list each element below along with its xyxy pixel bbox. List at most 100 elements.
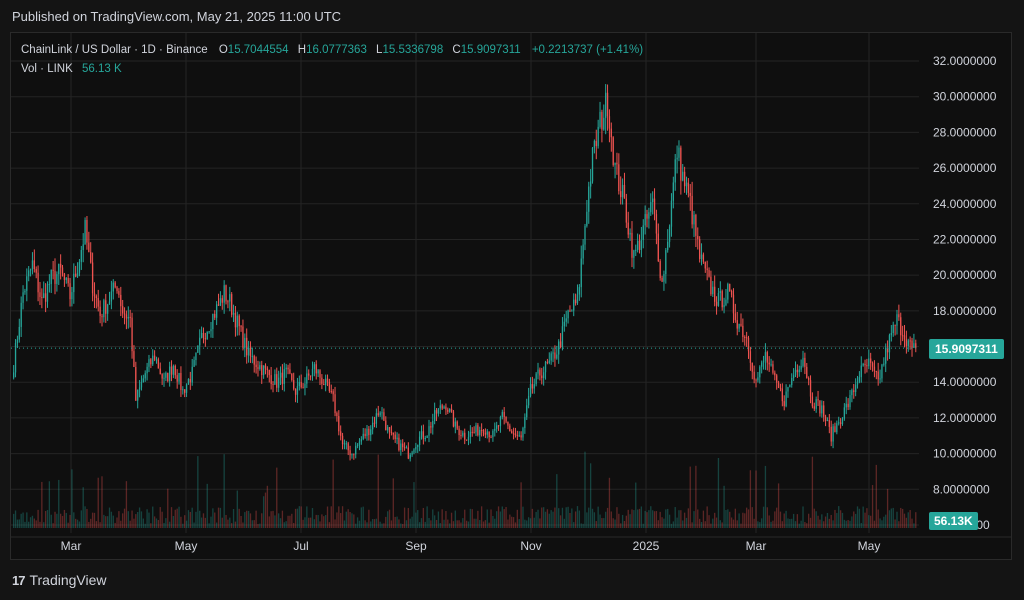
- candle-body: [28, 270, 30, 277]
- volume-bar: [50, 514, 52, 528]
- volume-bar: [405, 520, 408, 528]
- volume-bar: [853, 511, 855, 528]
- candle-body: [678, 147, 680, 158]
- candle-body: [334, 394, 336, 414]
- price-chart[interactable]: 32.0000000 30.0000000 28.0000000 26.0000000…: [11, 33, 1011, 559]
- volume-bar: [33, 518, 35, 528]
- candle-body: [843, 407, 846, 419]
- open-label: O: [218, 44, 228, 56]
- volume-bar: [330, 506, 332, 528]
- candle-body: [116, 287, 118, 292]
- volume-bar: [548, 513, 550, 528]
- volume-bar: [633, 510, 635, 528]
- volume-bar: [826, 512, 829, 528]
- candle-body: [565, 318, 567, 322]
- candle-body: [112, 282, 114, 292]
- volume-bar: [400, 523, 402, 528]
- candle-body: [841, 418, 844, 424]
- volume-label[interactable]: Vol · LINK: [21, 63, 73, 75]
- volume-bar: [76, 519, 79, 528]
- volume-bar: [497, 506, 500, 528]
- candle-body: [328, 382, 331, 392]
- volume-bar: [507, 519, 509, 528]
- volume-bar: [479, 520, 481, 528]
- chart-panel[interactable]: 32.0000000 30.0000000 28.0000000 26.0000000…: [10, 32, 1012, 560]
- candle-body: [63, 273, 66, 280]
- volume-bar: [496, 511, 498, 528]
- candle-body: [108, 301, 111, 305]
- volume-bar: [623, 520, 626, 528]
- candle-body: [657, 233, 659, 262]
- candle-body: [330, 391, 332, 393]
- volume-bar: [443, 519, 445, 528]
- tradingview-brand[interactable]: 17 TradingView: [12, 572, 107, 588]
- candle-body: [58, 263, 60, 275]
- volume-bar: [546, 509, 549, 528]
- volume-bar: [324, 515, 327, 528]
- candle-body: [56, 274, 58, 284]
- y-tick-label: 22.0000000: [933, 232, 997, 246]
- candle-body: [488, 431, 490, 438]
- candle-body: [862, 363, 864, 366]
- candle-body: [747, 337, 750, 352]
- candle-body: [114, 282, 116, 288]
- volume-bar: [670, 523, 673, 528]
- candle-body: [665, 250, 667, 275]
- candle-body: [150, 359, 152, 365]
- volume-bar: [652, 510, 654, 528]
- volume-bar: [569, 512, 571, 528]
- candle-body: [61, 267, 64, 274]
- volume-bar: [59, 513, 62, 528]
- volume-bar: [552, 511, 554, 528]
- volume-bar: [800, 520, 802, 528]
- volume-bar: [246, 510, 248, 528]
- candle-body: [567, 310, 569, 319]
- volume-bar: [383, 523, 385, 528]
- candle-body: [794, 369, 797, 376]
- candle-body: [687, 182, 690, 193]
- volume-bar: [819, 519, 821, 528]
- candle-body: [616, 162, 618, 165]
- volume-bar: [285, 521, 287, 528]
- volume-bar: [127, 511, 129, 528]
- candle-body: [300, 381, 302, 388]
- volume-bar: [364, 520, 366, 528]
- candle-body: [599, 111, 601, 127]
- symbol-label[interactable]: ChainLink / US Dollar · 1D · Binance: [21, 44, 208, 56]
- candle-body: [176, 375, 178, 382]
- candle-body: [580, 258, 582, 288]
- volume-bar: [556, 474, 558, 528]
- candle-body: [496, 425, 498, 429]
- volume-bar: [422, 507, 425, 528]
- candle-body: [648, 212, 650, 219]
- volume-bar: [541, 507, 543, 528]
- candle-body: [571, 310, 573, 312]
- candle-body: [311, 368, 314, 376]
- candle-body: [526, 405, 528, 418]
- volume-bar: [287, 515, 289, 528]
- candle-body: [178, 372, 180, 382]
- volume-bar: [687, 508, 690, 528]
- volume-bar: [452, 521, 455, 528]
- candle-body: [76, 272, 79, 277]
- volume-bar: [759, 522, 761, 528]
- volume-bar: [834, 509, 836, 528]
- y-tick-label: 8.0000000: [933, 482, 990, 496]
- close-label: C: [452, 44, 461, 56]
- candle-body: [550, 353, 552, 361]
- candle-body: [584, 225, 586, 245]
- volume-bar: [734, 508, 737, 528]
- volume-bar: [524, 519, 526, 528]
- volume-bar: [294, 508, 297, 528]
- candle-body: [635, 249, 637, 251]
- candle-body: [471, 431, 473, 433]
- candle-body: [490, 437, 492, 439]
- candle-body: [232, 312, 235, 315]
- candle-body: [740, 323, 742, 326]
- volume-bar: [356, 517, 359, 528]
- volume-bar: [184, 515, 186, 528]
- candle-body: [879, 378, 881, 380]
- volume-bar: [202, 513, 205, 528]
- candle-body: [761, 362, 763, 367]
- volume-bar: [231, 523, 233, 528]
